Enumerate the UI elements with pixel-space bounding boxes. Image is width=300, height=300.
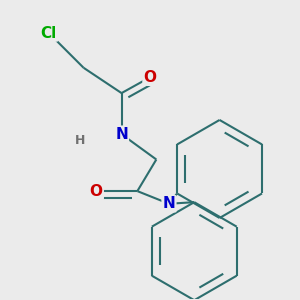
Text: N: N: [115, 127, 128, 142]
Text: H: H: [75, 134, 85, 147]
Text: Cl: Cl: [41, 26, 57, 40]
Text: O: O: [90, 184, 103, 199]
Text: O: O: [143, 70, 157, 85]
Text: N: N: [163, 196, 175, 211]
